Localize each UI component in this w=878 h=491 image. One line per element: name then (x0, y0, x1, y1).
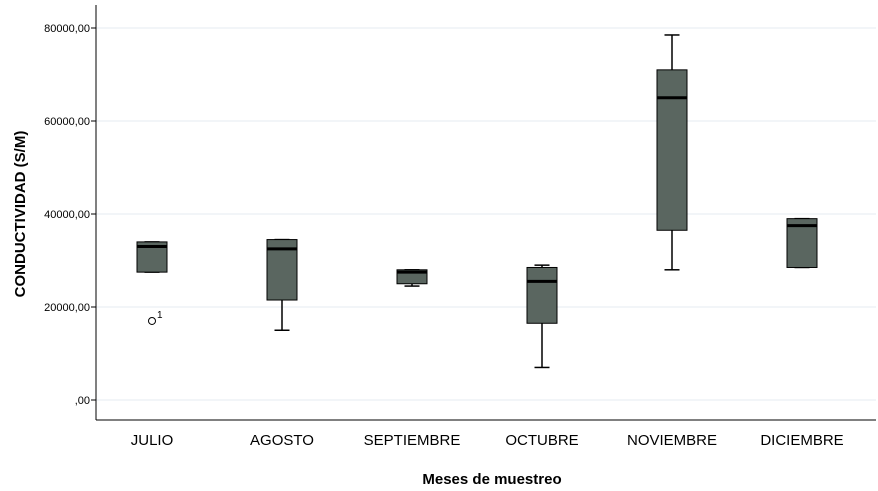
y-tick-label: ,00 (75, 395, 90, 407)
box-agosto (266, 238, 298, 331)
x-category-label: DICIEMBRE (760, 432, 843, 449)
y-tick-labels: ,00 20000,00 40000,00 60000,00 80000,00 (44, 23, 90, 407)
y-tick-label: 40000,00 (44, 209, 90, 221)
x-category-labels: JULIO AGOSTO SEPTIEMBRE OCTUBRE NOVIEMBRE DIC… (131, 432, 844, 449)
x-axis-title: Meses de muestreo (422, 471, 561, 488)
outlier-label: 1 (157, 310, 163, 321)
box-septiembre (396, 269, 428, 287)
x-category-label: JULIO (131, 432, 174, 449)
x-category-label: AGOSTO (250, 432, 314, 449)
axes (91, 5, 876, 421)
x-category-label: SEPTIEMBRE (364, 432, 461, 449)
box-noviembre (656, 34, 688, 271)
boxes: 1 (136, 34, 818, 369)
box-iqr (526, 266, 558, 324)
box-iqr (656, 69, 688, 231)
outlier-point (148, 316, 156, 325)
x-category-label: OCTUBRE (505, 432, 578, 449)
box-diciembre (786, 217, 818, 269)
y-axis-title: CONDUCTIVIDAD (S/M) (12, 131, 29, 298)
x-category-label: NOVIEMBRE (627, 432, 717, 449)
y-tick-label: 20000,00 (44, 302, 90, 314)
y-tick-label: 60000,00 (44, 116, 90, 128)
box-octubre (526, 264, 558, 369)
box-julio: 1 (136, 241, 168, 325)
y-tick-label: 80000,00 (44, 23, 90, 35)
grid-lines (96, 27, 876, 401)
